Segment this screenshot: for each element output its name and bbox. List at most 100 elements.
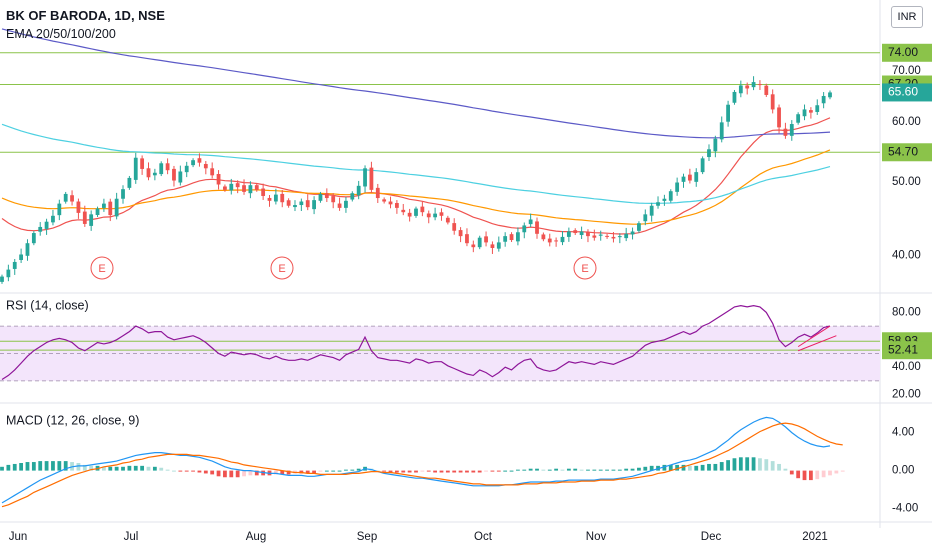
- candle-body: [490, 244, 495, 248]
- time-tick-label: Jul: [124, 531, 139, 543]
- candle-body: [592, 235, 597, 238]
- macd-histogram-bar: [152, 466, 157, 471]
- macd-histogram-bar: [789, 470, 794, 475]
- candle-body: [95, 208, 100, 216]
- macd-histogram-bar: [159, 467, 164, 471]
- price-tick-label: 60.00: [892, 116, 921, 128]
- candle-body: [777, 107, 781, 128]
- earnings-marker-icon[interactable]: [90, 256, 114, 280]
- macd-histogram-bar: [675, 464, 680, 471]
- macd-histogram-bar: [356, 468, 361, 471]
- macd-histogram-bar: [439, 470, 444, 473]
- candle-body: [254, 185, 259, 190]
- macd-histogram-bar: [465, 470, 469, 473]
- time-tick-label: Aug: [246, 531, 266, 543]
- candle-body: [102, 203, 106, 208]
- macd-histogram-bar: [121, 466, 125, 471]
- macd-histogram-bar: [452, 470, 457, 473]
- rsi-line: [1, 304, 831, 381]
- candle-body: [401, 209, 406, 213]
- macd-histogram-bar: [318, 470, 323, 472]
- macd-histogram-bar: [63, 461, 68, 471]
- candle-body: [76, 201, 81, 213]
- macd-line: [1, 416, 831, 504]
- macd-histogram-bar: [662, 464, 667, 471]
- earnings-marker-icon[interactable]: [270, 256, 294, 280]
- macd-histogram-bar: [184, 470, 189, 472]
- macd-histogram-bar: [82, 464, 87, 471]
- macd-histogram-bar: [719, 462, 724, 471]
- macd-histogram-bar: [509, 470, 514, 472]
- macd-histogram-bar: [344, 469, 348, 471]
- candle-body: [649, 205, 654, 216]
- earnings-marker-icon[interactable]: [573, 256, 597, 280]
- candle-body: [280, 193, 285, 203]
- macd-histogram-bar: [471, 470, 476, 473]
- rsi-title: RSI (14, close): [6, 298, 89, 312]
- macd-histogram-bar: [433, 470, 438, 473]
- macd-histogram-bar: [286, 470, 291, 475]
- macd-histogram-bar: [140, 465, 145, 471]
- price-tag: [882, 43, 932, 62]
- macd-histogram-bar: [414, 470, 418, 473]
- earnings-marker-label: E: [581, 263, 588, 275]
- macd-histogram-bar: [522, 469, 527, 471]
- macd-histogram-bar: [89, 465, 94, 471]
- candle-body: [681, 176, 686, 182]
- macd-histogram-bar: [611, 469, 616, 471]
- price-tag: [882, 143, 932, 162]
- candle-body: [324, 193, 329, 199]
- time-tick-label: Jun: [9, 531, 28, 543]
- candle-body: [707, 149, 711, 158]
- macd-histogram-bar: [535, 468, 539, 471]
- candle-body: [133, 157, 138, 180]
- earnings-marker-label: E: [278, 263, 285, 275]
- macd-histogram-bar: [0, 466, 4, 471]
- macd-histogram-bar: [324, 470, 329, 472]
- candle-body: [471, 244, 476, 248]
- macd-histogram-bar: [592, 469, 597, 471]
- macd-histogram-bar: [777, 463, 781, 471]
- macd-histogram-bar: [637, 467, 641, 471]
- chart-subtitle: EMA 20/50/100/200: [6, 27, 116, 41]
- macd-histogram-bar: [223, 470, 227, 478]
- candle-body: [713, 138, 718, 152]
- candle-body: [484, 236, 488, 243]
- candle-body: [159, 163, 164, 175]
- macd-tick-label: 0.00: [892, 465, 914, 477]
- candle-body: [445, 217, 450, 223]
- candle-body: [579, 231, 584, 236]
- candle-body: [19, 254, 24, 260]
- candle-body: [732, 91, 737, 103]
- candle-body: [758, 84, 762, 86]
- candle-body: [420, 206, 425, 213]
- macd-histogram-bar: [496, 470, 501, 472]
- currency-button[interactable]: INR: [891, 6, 923, 28]
- price-tick-label: 40.00: [892, 249, 921, 261]
- signal-line: [1, 422, 843, 508]
- candle-body: [516, 232, 520, 242]
- macd-histogram-bar: [802, 470, 807, 481]
- candle-body: [414, 208, 418, 216]
- macd-histogram-bar: [586, 469, 590, 471]
- candle-body: [719, 122, 724, 140]
- candle-body: [223, 186, 227, 190]
- macd-histogram-bar: [668, 464, 673, 471]
- rsi-tick-label: 80.00: [892, 306, 921, 318]
- candle-body: [566, 231, 571, 237]
- axis-layer: 40.00 50.00 60.00 70.00 20.00 40.00 80.00 -4.00…: [9, 65, 921, 543]
- macd-histogram-bar: [458, 470, 463, 473]
- candle-body: [547, 238, 552, 243]
- candle-body: [668, 191, 673, 201]
- candle-body: [299, 201, 304, 206]
- candle-body: [637, 223, 641, 231]
- macd-histogram-bar: [477, 470, 482, 473]
- macd-histogram-bar: [796, 470, 801, 479]
- time-tick-label: Sep: [357, 531, 377, 543]
- macd-histogram-bar: [102, 466, 106, 471]
- candle-body: [178, 171, 183, 183]
- time-tick-label: 2021: [802, 531, 828, 543]
- candle-body: [121, 189, 125, 199]
- macd-histogram-bar: [764, 459, 769, 471]
